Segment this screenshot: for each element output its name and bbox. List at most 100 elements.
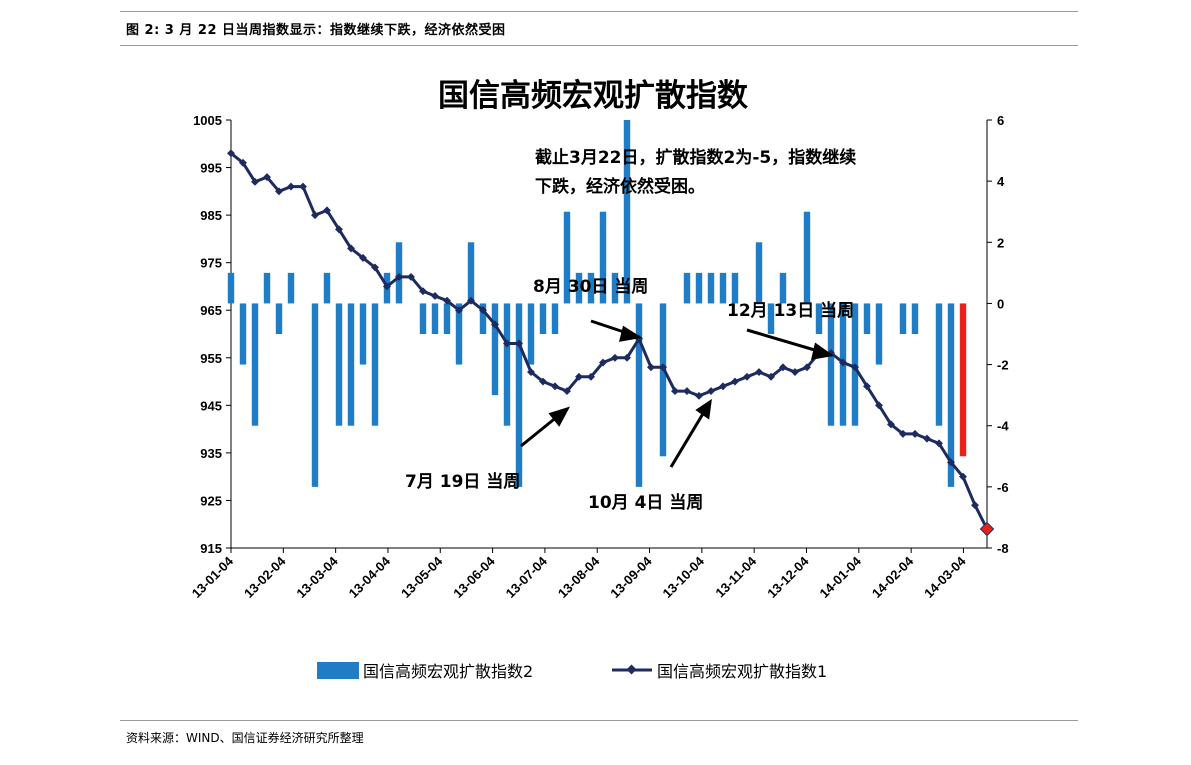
- top-rule: [120, 11, 1078, 12]
- arrow-aug: [590, 319, 628, 335]
- right-tick-label: -8: [997, 541, 1009, 556]
- bar: [959, 303, 967, 457]
- bar: [815, 303, 823, 334]
- point: [887, 420, 895, 429]
- left-tick-label: 925: [200, 493, 222, 508]
- point: [299, 182, 307, 191]
- bar: [899, 303, 907, 334]
- point: [395, 272, 403, 281]
- point: [491, 320, 499, 329]
- bar: [371, 303, 379, 426]
- arrow-oct: [669, 411, 706, 468]
- x-tick-label: 13-08-04: [555, 553, 603, 601]
- right-tick-label: 6: [997, 113, 1004, 128]
- bar: [803, 211, 811, 304]
- point: [695, 391, 703, 400]
- point: [251, 177, 259, 186]
- arrow-dec-head: [811, 342, 834, 360]
- bar: [263, 272, 271, 304]
- annotation-jul: 7月 19日 当周: [405, 471, 520, 492]
- bar: [479, 303, 487, 334]
- bar: [587, 272, 595, 304]
- source-rule: [120, 720, 1078, 721]
- bar: [875, 303, 883, 365]
- point: [455, 306, 463, 315]
- bar: [767, 303, 775, 334]
- bar: [623, 120, 631, 304]
- annotation-note-line2: 下跌，经济依然受困。: [535, 176, 705, 197]
- point: [503, 339, 511, 348]
- arrow-dec: [746, 328, 819, 353]
- chart-title: 国信高频宏观扩散指数: [438, 78, 748, 114]
- point: [707, 387, 715, 396]
- right-tick-label: 4: [997, 174, 1005, 189]
- point: [923, 434, 931, 443]
- point: [359, 253, 367, 262]
- point: [683, 387, 691, 396]
- point: [743, 372, 751, 381]
- bar: [659, 303, 667, 457]
- bar: [239, 303, 247, 365]
- bar: [575, 272, 583, 304]
- left-tick-label: 945: [200, 398, 222, 413]
- annotations: 截止3月22日，扩散指数2为-5，指数继续 下跌，经济依然受困。 7月 19日 …: [405, 147, 856, 513]
- point: [275, 187, 283, 196]
- point: [671, 387, 679, 396]
- legend-label-index2: 国信高频宏观扩散指数2: [363, 662, 533, 681]
- point: [419, 287, 427, 296]
- point: [971, 501, 979, 510]
- bar: [359, 303, 367, 365]
- figure-caption: 图 2: 3 月 22 日当周指数显示：指数继续下跌，经济依然受困: [126, 23, 506, 38]
- bar: [911, 303, 919, 334]
- bar: [527, 303, 535, 365]
- annotation-arrows: [520, 319, 834, 468]
- annotation-aug: 8月 30日 当周: [533, 276, 648, 297]
- point: [443, 296, 451, 305]
- bar: [431, 303, 439, 334]
- bar: [683, 272, 691, 304]
- series-line: [230, 152, 989, 530]
- bar: [947, 303, 955, 487]
- x-tick-label: 13-11-04: [712, 553, 759, 600]
- arrow-jul-head: [548, 406, 571, 427]
- x-tick-label: 14-01-04: [817, 553, 865, 601]
- point: [979, 521, 995, 537]
- legend-label-index1: 国信高频宏观扩散指数1: [657, 662, 827, 681]
- bar-series-index2: [227, 120, 967, 487]
- legend-swatch-index1-marker: [626, 664, 637, 675]
- bar: [707, 272, 715, 304]
- x-tick-label: 13-10-04: [660, 553, 708, 601]
- line-series-index1: [227, 149, 995, 537]
- bar: [539, 303, 547, 334]
- left-tick-label: 995: [200, 161, 222, 176]
- point: [551, 382, 559, 391]
- bar: [515, 303, 523, 487]
- x-tick-label: 13-09-04: [607, 553, 655, 601]
- point: [347, 244, 355, 253]
- bar: [287, 272, 295, 304]
- legend: 国信高频宏观扩散指数2 国信高频宏观扩散指数1: [317, 662, 827, 681]
- right-tick-label: -2: [997, 358, 1009, 373]
- point: [563, 387, 571, 396]
- point: [911, 429, 919, 438]
- left-tick-label: 915: [200, 541, 222, 556]
- point: [239, 158, 247, 167]
- bar: [455, 303, 463, 365]
- bar: [443, 303, 451, 334]
- left-tick-label: 965: [200, 303, 222, 318]
- point: [467, 296, 475, 305]
- x-tick-label: 14-03-04: [921, 553, 969, 601]
- point: [791, 368, 799, 377]
- caption-rule: [120, 45, 1078, 46]
- x-tick-label: 13-12-04: [764, 553, 812, 601]
- bar: [347, 303, 355, 426]
- bar: [491, 303, 499, 396]
- x-tick-label: 13-02-04: [241, 553, 289, 601]
- left-tick-label: 975: [200, 256, 222, 271]
- point: [731, 377, 739, 386]
- x-tick-label: 13-05-04: [398, 553, 446, 601]
- point: [287, 182, 295, 191]
- bar: [503, 303, 511, 426]
- left-tick-label: 1005: [193, 113, 222, 128]
